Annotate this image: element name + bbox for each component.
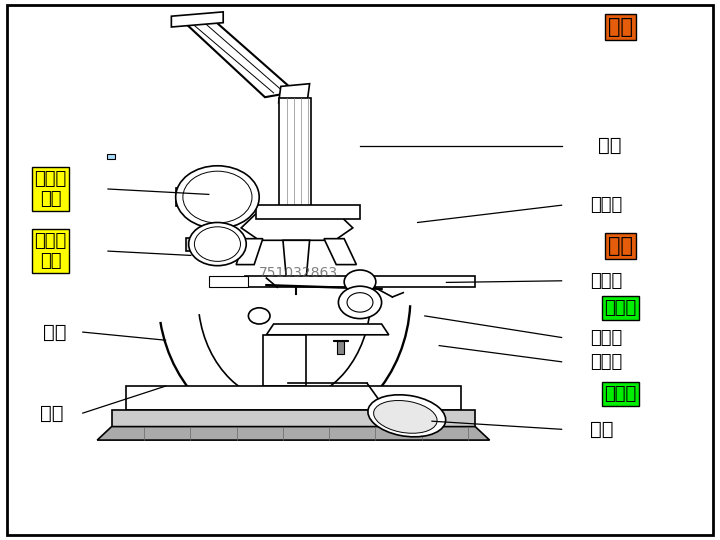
Circle shape <box>189 222 246 266</box>
Circle shape <box>338 286 382 319</box>
Text: 751032863: 751032863 <box>259 266 338 280</box>
Polygon shape <box>186 238 193 251</box>
Polygon shape <box>279 84 310 103</box>
Polygon shape <box>184 19 295 97</box>
Text: 压片夹: 压片夹 <box>590 353 623 371</box>
Text: 通光孔: 通光孔 <box>605 299 636 317</box>
Text: 遮光器: 遮光器 <box>590 328 623 347</box>
Polygon shape <box>283 240 310 281</box>
Text: 镜筒: 镜筒 <box>598 136 621 156</box>
Text: 反光镜: 反光镜 <box>605 385 636 403</box>
Text: 载物台: 载物台 <box>590 272 623 290</box>
Polygon shape <box>266 324 389 335</box>
Text: 粗准焦
螺旋: 粗准焦 螺旋 <box>35 170 66 208</box>
Ellipse shape <box>374 401 437 433</box>
Circle shape <box>347 293 373 312</box>
Polygon shape <box>112 410 475 427</box>
Text: 目镜: 目镜 <box>608 17 633 37</box>
Text: 细准焦
螺旋: 细准焦 螺旋 <box>35 232 66 271</box>
Polygon shape <box>245 276 475 287</box>
Polygon shape <box>236 239 263 265</box>
Polygon shape <box>256 205 360 219</box>
Text: 转换器: 转换器 <box>590 196 623 214</box>
Bar <box>107 154 115 159</box>
Polygon shape <box>279 98 311 211</box>
Polygon shape <box>333 340 348 341</box>
Text: 镜座: 镜座 <box>590 420 614 439</box>
Polygon shape <box>97 427 490 440</box>
Polygon shape <box>241 211 353 240</box>
Polygon shape <box>263 335 306 386</box>
Polygon shape <box>337 341 344 354</box>
Circle shape <box>344 270 376 294</box>
Text: 镜臂: 镜臂 <box>43 322 67 342</box>
Circle shape <box>183 171 252 223</box>
Circle shape <box>194 227 240 261</box>
Polygon shape <box>126 386 461 410</box>
Polygon shape <box>209 276 248 287</box>
Ellipse shape <box>368 395 446 437</box>
Polygon shape <box>176 188 186 206</box>
Text: 物镜: 物镜 <box>608 235 633 256</box>
Polygon shape <box>171 12 223 27</box>
Polygon shape <box>324 239 356 265</box>
Circle shape <box>248 308 270 324</box>
Text: 镜柱: 镜柱 <box>40 403 63 423</box>
Circle shape <box>176 166 259 228</box>
